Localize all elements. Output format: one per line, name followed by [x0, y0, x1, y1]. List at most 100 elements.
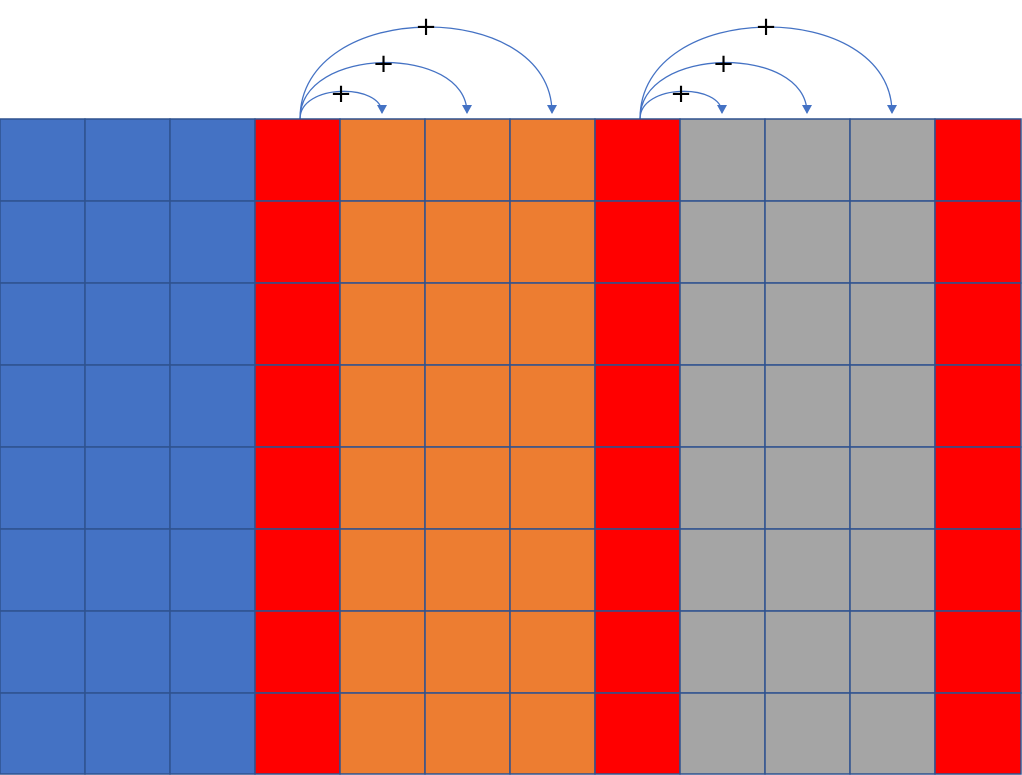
grid-cell-red — [594, 118, 681, 202]
grid-cell-orange — [424, 528, 511, 612]
grid-cell-blue — [84, 118, 171, 202]
arrow-arc — [639, 26, 893, 120]
grid-cell-blue — [84, 528, 171, 612]
grid-cell-orange — [424, 610, 511, 694]
grid-cell-gray — [849, 118, 936, 202]
grid-cell-blue — [169, 528, 256, 612]
grid-cell-blue — [0, 610, 86, 694]
grid-cell-blue — [169, 200, 256, 284]
arrowhead-icon — [547, 105, 557, 114]
grid-cell-gray — [679, 446, 766, 530]
grid-cell-blue — [84, 200, 171, 284]
arrow-arc — [299, 26, 553, 120]
grid-cell-gray — [679, 610, 766, 694]
arrow-arc — [299, 90, 383, 120]
grid-cell-red — [594, 364, 681, 448]
grid-cell-gray — [849, 692, 936, 775]
arrowhead-icon — [887, 105, 897, 114]
grid-cell-gray — [849, 446, 936, 530]
arrowhead-icon — [462, 105, 472, 114]
grid-cell-orange — [424, 364, 511, 448]
grid-cell-red — [594, 610, 681, 694]
grid-cell-gray — [764, 528, 851, 612]
grid-cell-orange — [424, 118, 511, 202]
grid-cell-orange — [509, 446, 596, 530]
grid-cell-gray — [849, 282, 936, 366]
grid-cell-blue — [0, 364, 86, 448]
grid-cell-red — [594, 446, 681, 530]
grid-cell-red — [934, 610, 1022, 694]
grid-cell-gray — [764, 118, 851, 202]
grid-cell-orange — [339, 282, 426, 366]
grid-cell-blue — [0, 200, 86, 284]
grid-cell-red — [934, 446, 1022, 530]
grid-cell-red — [254, 446, 341, 530]
grid-cell-red — [934, 200, 1022, 284]
grid-cell-gray — [764, 364, 851, 448]
grid-cell-blue — [84, 282, 171, 366]
grid-cell-red — [254, 364, 341, 448]
grid-cell-orange — [509, 692, 596, 775]
grid-cell-gray — [764, 446, 851, 530]
grid-cell-blue — [169, 118, 256, 202]
grid-cell-gray — [679, 692, 766, 775]
grid-cell-red — [594, 200, 681, 284]
arrowhead-icon — [802, 105, 812, 114]
plus-label: + — [755, 12, 777, 42]
arrowhead-icon — [377, 105, 387, 114]
plus-label: + — [713, 49, 735, 79]
grid-cell-orange — [339, 118, 426, 202]
grid-cell-blue — [0, 446, 86, 530]
grid-cell-blue — [169, 364, 256, 448]
grid-cell-red — [254, 692, 341, 775]
grid-cell-blue — [84, 610, 171, 694]
arrow-arc — [299, 61, 468, 120]
grid-cell-red — [934, 282, 1022, 366]
grid-cell-orange — [339, 364, 426, 448]
grid-cell-blue — [0, 282, 86, 366]
grid-cell-gray — [764, 282, 851, 366]
grid-cell-orange — [424, 200, 511, 284]
grid-cell-red — [254, 610, 341, 694]
grid-cell-orange — [339, 528, 426, 612]
grid-cell-orange — [339, 610, 426, 694]
grid-cell-red — [254, 200, 341, 284]
grid-cell-orange — [509, 610, 596, 694]
grid-cell-gray — [679, 282, 766, 366]
plus-label: + — [330, 79, 352, 109]
grid-cell-gray — [679, 364, 766, 448]
grid-cell-blue — [0, 528, 86, 612]
grid-cell-red — [254, 118, 341, 202]
grid-cell-red — [594, 528, 681, 612]
grid-cell-orange — [509, 118, 596, 202]
grid-cell-blue — [0, 692, 86, 775]
grid-cell-red — [254, 282, 341, 366]
grid-cell-orange — [509, 364, 596, 448]
grid-cell-orange — [509, 528, 596, 612]
grid-cell-gray — [679, 118, 766, 202]
grid-cell-red — [594, 692, 681, 775]
grid-cell-red — [934, 118, 1022, 202]
grid-cell-blue — [84, 364, 171, 448]
grid-cell-blue — [169, 610, 256, 694]
grid-cell-gray — [764, 692, 851, 775]
grid-cell-orange — [424, 692, 511, 775]
grid-cell-blue — [84, 446, 171, 530]
grid-cell-red — [934, 364, 1022, 448]
arrow-arc — [639, 61, 808, 120]
arrowhead-icon — [717, 105, 727, 114]
grid-cell-blue — [0, 118, 86, 202]
grid-cell-gray — [849, 200, 936, 284]
grid-cell-red — [254, 528, 341, 612]
plus-label: + — [373, 49, 395, 79]
grid-cell-orange — [339, 200, 426, 284]
grid-cell-gray — [764, 610, 851, 694]
grid-cell-orange — [424, 446, 511, 530]
grid-cell-blue — [84, 692, 171, 775]
grid-cell-red — [934, 528, 1022, 612]
grid-cell-orange — [339, 446, 426, 530]
grid-cell-orange — [509, 282, 596, 366]
arrows-layer: + + + + + + — [299, 12, 897, 120]
grid-cell-blue — [169, 282, 256, 366]
